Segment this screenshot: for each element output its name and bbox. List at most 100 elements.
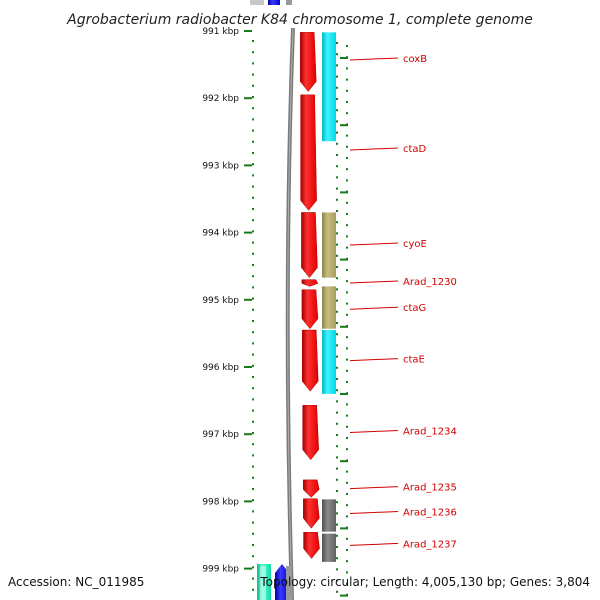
feature-block — [322, 286, 336, 329]
guide-dot — [252, 107, 254, 110]
gene-labels: coxB ctaD cyoE Arad_1230 ctaG ctaE Arad_1234 Ar… — [349, 54, 457, 550]
guide-dot — [336, 154, 338, 156]
guide-dot — [346, 112, 348, 115]
scale-tick-label: 994 kbp — [202, 229, 239, 239]
guide-dot — [336, 546, 338, 548]
label-leader — [349, 430, 399, 434]
guide-dot — [252, 62, 254, 65]
guide-dot — [346, 168, 348, 171]
guide-dot — [252, 320, 254, 322]
guide-dot — [336, 187, 338, 190]
guide-dot — [336, 53, 338, 56]
guide-dot — [346, 571, 348, 574]
guide-dot — [252, 465, 254, 468]
guide-dot — [336, 400, 338, 403]
guide-dot — [336, 232, 338, 235]
guide-dot — [336, 210, 338, 212]
scale-guides — [252, 40, 348, 596]
guide-dot — [336, 322, 338, 324]
guide-dot — [336, 198, 338, 201]
guide-dot — [336, 501, 338, 504]
guide-dot — [252, 140, 254, 143]
guide-dot — [346, 269, 348, 271]
scale-tick — [244, 500, 252, 503]
label-leader — [349, 242, 399, 246]
guide-dot — [336, 288, 338, 291]
bottom-edge-features — [257, 564, 292, 600]
guide-dot — [336, 333, 338, 336]
guide-dot — [346, 157, 348, 159]
guide-dot — [346, 414, 348, 417]
guide-dot — [346, 134, 348, 137]
guide-dot — [252, 219, 254, 222]
guide-dot — [252, 454, 254, 457]
guide-dot — [252, 398, 254, 401]
guide-dot — [336, 512, 338, 515]
gene-arrow — [301, 329, 319, 392]
scale-tick-right — [340, 460, 348, 463]
scale-tick — [244, 567, 252, 570]
scale-tick-right — [340, 325, 348, 328]
guide-dot — [252, 443, 254, 446]
scale-tick-right — [340, 258, 348, 261]
guide-dot — [252, 84, 254, 87]
guide-dot — [336, 344, 338, 347]
guide-dot — [252, 555, 254, 558]
scale-tick — [244, 164, 252, 167]
scale-tick-label: 993 kbp — [202, 161, 239, 171]
guide-dot — [346, 504, 348, 507]
topology-text: Topology: circular; Length: 4,005,130 bp… — [259, 575, 590, 589]
guide-dot — [336, 75, 338, 78]
scale-tick — [244, 298, 252, 301]
page-title: Agrobacterium radiobacter K84 chromosome… — [66, 12, 533, 28]
gene-label: Arad_1234 — [403, 427, 457, 438]
label-leader — [349, 147, 399, 151]
guide-dot — [252, 308, 254, 311]
guide-dot — [346, 470, 348, 473]
guide-dot — [346, 425, 348, 428]
guide-dot — [346, 201, 348, 204]
guide-dot — [252, 51, 254, 54]
guide-dot — [336, 456, 338, 459]
gene-label: ctaD — [403, 144, 427, 155]
guide-dot — [252, 286, 254, 289]
guide-dot — [336, 568, 338, 571]
feature-track — [322, 32, 336, 562]
guide-dot — [346, 582, 348, 585]
scale-tick-label: 992 kbp — [202, 94, 239, 104]
scale-tick-label: 997 kbp — [202, 430, 239, 440]
guide-dot — [336, 165, 338, 168]
guide-dot — [346, 448, 348, 451]
guide-dot — [252, 544, 254, 546]
guide-dot — [252, 510, 254, 513]
guide-dot — [336, 557, 338, 560]
guide-dot — [346, 537, 348, 540]
guide-dot — [252, 364, 254, 367]
guide-dot — [346, 78, 348, 81]
guide-dot — [346, 89, 348, 92]
label-leader — [349, 358, 399, 362]
guide-dot — [346, 101, 348, 103]
guide-dot — [346, 515, 348, 518]
scale-tick-right — [340, 191, 348, 194]
guide-dot — [346, 437, 348, 439]
guide-dot — [336, 355, 338, 358]
gene-arrow — [301, 279, 319, 287]
guide-dot — [252, 566, 254, 569]
gene-label: Arad_1237 — [403, 539, 457, 550]
guide-dot — [252, 264, 254, 266]
guide-dot — [346, 403, 348, 406]
scale-tick-right — [340, 57, 348, 59]
guide-dot — [252, 476, 254, 479]
scale-tick-right — [340, 124, 348, 127]
guide-dot — [252, 342, 254, 345]
guide-dot — [336, 310, 338, 313]
guide-dot — [346, 336, 348, 339]
guide-dot — [252, 577, 254, 580]
guide-dot — [346, 481, 348, 484]
guide-dot — [252, 196, 254, 199]
guide-dot — [346, 313, 348, 316]
guide-dot — [336, 445, 338, 448]
guide-dot — [252, 532, 254, 535]
